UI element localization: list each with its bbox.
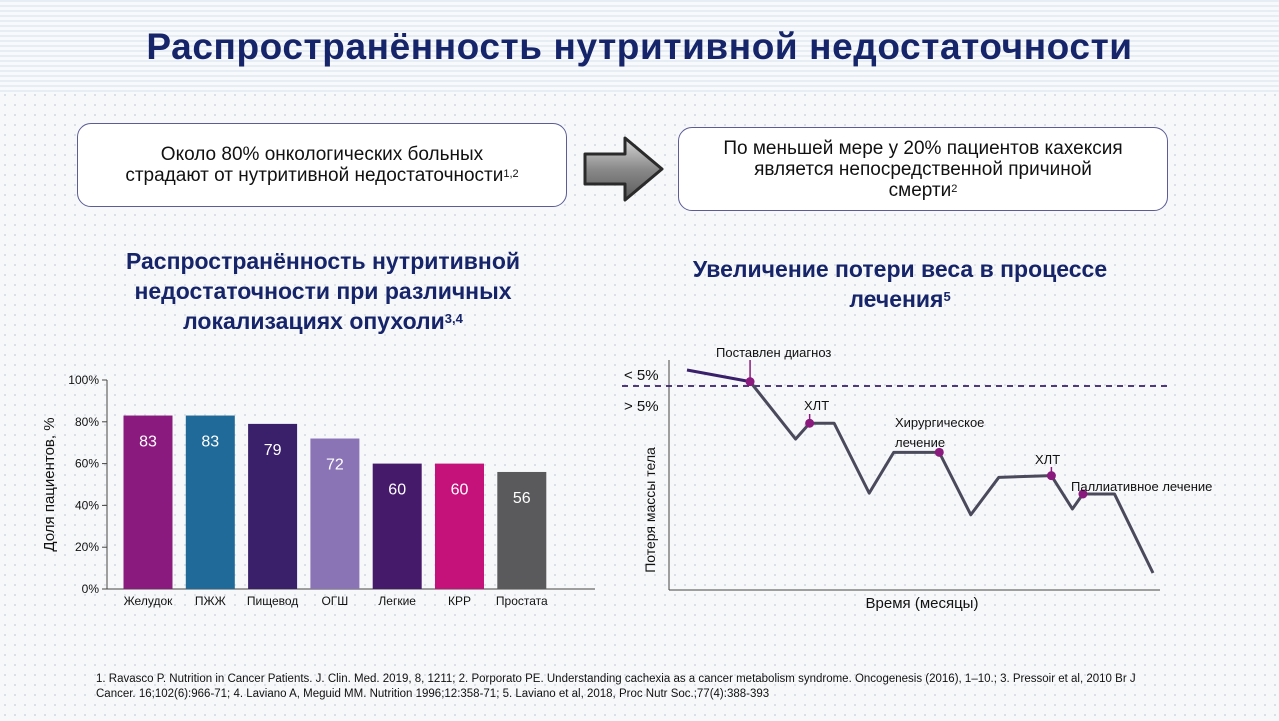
line-chart: < 5% > 5% Потеря массы тела Время (месяцы) П… xyxy=(622,345,1212,612)
callout-box-left: Около 80% онкологических больных страдаю… xyxy=(77,123,567,207)
bar-chart-title-citation: 3,4 xyxy=(444,311,463,326)
bar-chart-y-label: Доля пациентов, % xyxy=(41,417,58,551)
annotation-marker xyxy=(934,447,944,457)
callout-right-line2: является непосредственной причиной xyxy=(754,158,1092,180)
bar-value-label: 56 xyxy=(513,490,531,507)
bar-chart: 0% 20% 40% 60% 80% 100% Доля пациентов, % 83 Жел… xyxy=(41,373,595,608)
bar-6 xyxy=(435,463,484,589)
annotation-label: ХЛТ xyxy=(1035,452,1060,467)
bar-5 xyxy=(372,463,422,589)
bar-category-label: Легкие xyxy=(378,594,416,608)
line-chart-title-line1: Увеличение потери веса в процессе xyxy=(692,256,1108,282)
header-banner xyxy=(0,0,1279,94)
bar-category-label: КРР xyxy=(448,594,471,608)
bar-category-label: Желудок xyxy=(124,594,173,608)
bar-category-label: Пищевод xyxy=(247,594,298,608)
references: 1. Ravasco P. Nutrition in Cancer Patien… xyxy=(96,672,1196,702)
bar-value-label: 79 xyxy=(264,442,282,459)
pre-diagnosis-line xyxy=(686,368,751,384)
bar-chart-y-tick-label: 40% xyxy=(75,498,99,512)
bar-2 xyxy=(185,415,235,589)
references-line1: 1. Ravasco P. Nutrition in Cancer Patien… xyxy=(96,673,1136,685)
callout-left-line1: Около 80% онкологических больных xyxy=(160,144,484,165)
line-chart-title: Увеличение потери веса в процессе лечени… xyxy=(640,254,1160,314)
annotation-label: Хирургическое xyxy=(895,415,984,430)
bar-value-label: 60 xyxy=(388,482,406,499)
bar-4 xyxy=(310,438,360,589)
bar-category-label: Простата xyxy=(496,594,548,608)
bar-chart-y-tick-label: 60% xyxy=(75,457,99,471)
annotation-marker xyxy=(1078,489,1088,499)
line-chart-y-label: Потеря массы тела xyxy=(642,447,658,573)
threshold-label-above: > 5% xyxy=(624,398,659,415)
annotation-marker xyxy=(805,418,815,428)
bar-chart-y-tick-label: 80% xyxy=(75,415,99,429)
annotation-marker xyxy=(1046,471,1056,481)
callout-left-citation: 1,2 xyxy=(503,168,519,180)
annotation-label: ХЛТ xyxy=(804,398,829,413)
callout-box-right: По меньшей мере у 20% пациентов кахексия… xyxy=(678,127,1168,211)
bar-chart-title: Распространённость нутритивной недостато… xyxy=(80,246,566,336)
bar-category-label: ПЖЖ xyxy=(195,594,226,608)
callout-left-line2: страдают от нутритивной недостаточности xyxy=(125,165,504,186)
threshold-label-below: < 5% xyxy=(624,367,659,384)
bar-chart-title-line2: недостаточности при различных xyxy=(134,278,512,304)
bar-chart-y-tick-label: 0% xyxy=(82,582,100,596)
annotation-label-line2: лечение xyxy=(895,435,945,450)
annotation-label: Паллиативное лечение xyxy=(1071,479,1212,494)
references-line2: Cancer. 16;102(6):966-71; 4. Laviano A, … xyxy=(96,688,770,700)
bar-value-label: 60 xyxy=(451,482,469,499)
callout-right-line1: По меньшей мере у 20% пациентов кахексия xyxy=(723,137,1123,159)
bar-value-label: 83 xyxy=(139,434,157,451)
bar-category-label: ОГШ xyxy=(321,594,348,608)
arrow-right-icon xyxy=(583,136,664,202)
bar-3 xyxy=(248,423,298,589)
bar-chart-y-tick-label: 100% xyxy=(68,373,99,387)
line-chart-title-citation: 5 xyxy=(943,289,951,304)
page-title: Распространённость нутритивной недостато… xyxy=(146,26,1133,67)
bar-value-label: 72 xyxy=(326,457,344,474)
bar-value-label: 83 xyxy=(201,434,219,451)
callout-right-line3: смерти xyxy=(888,179,952,201)
bar-chart-title-line1: Распространённость нутритивной xyxy=(125,248,521,274)
bar-7 xyxy=(497,471,547,589)
callout-right-citation: 2 xyxy=(951,182,958,195)
bar-chart-y-tick-label: 20% xyxy=(75,540,99,554)
line-chart-title-line2: лечения xyxy=(849,286,944,312)
annotation-marker xyxy=(745,377,755,387)
line-chart-x-label: Время (месяцы) xyxy=(866,595,979,612)
annotation-label: Поставлен диагноз xyxy=(716,345,831,360)
bar-chart-title-line3: локализациях опухоли xyxy=(183,308,445,334)
bar-1 xyxy=(123,415,173,589)
